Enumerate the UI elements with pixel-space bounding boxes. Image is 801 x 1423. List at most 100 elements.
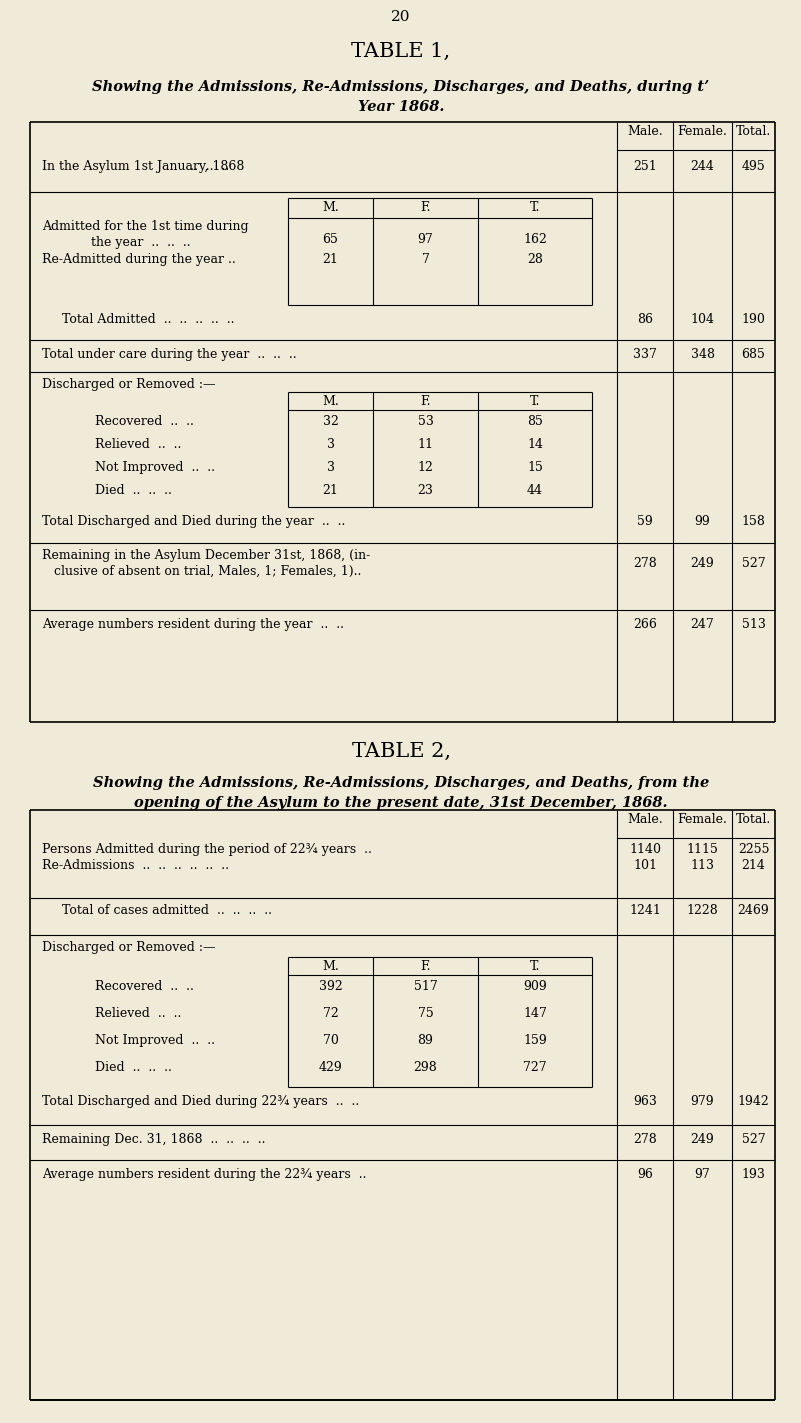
Text: 113: 113 — [690, 859, 714, 872]
Text: 97: 97 — [694, 1168, 710, 1181]
Text: 244: 244 — [690, 159, 714, 174]
Text: Average numbers resident during the 22¾ years  ..: Average numbers resident during the 22¾ … — [42, 1168, 367, 1181]
Text: opening of the Asylum to the present date, 31st December, 1868.: opening of the Asylum to the present dat… — [135, 795, 668, 810]
Text: Total of cases admitted  ..  ..  ..  ..: Total of cases admitted .. .. .. .. — [42, 904, 272, 916]
Text: Remaining Dec. 31, 1868  ..  ..  ..  ..: Remaining Dec. 31, 1868 .. .. .. .. — [42, 1133, 265, 1146]
Text: 3: 3 — [327, 461, 335, 474]
Text: 147: 147 — [523, 1007, 547, 1020]
Text: Died  ..  ..  ..: Died .. .. .. — [95, 1062, 172, 1074]
Text: Year 1868.: Year 1868. — [358, 100, 445, 114]
Text: Not Improved  ..  ..: Not Improved .. .. — [95, 461, 215, 474]
Text: 7: 7 — [421, 253, 429, 266]
Text: F.: F. — [421, 396, 431, 408]
Text: 14: 14 — [527, 438, 543, 451]
Text: Relieved  ..  ..: Relieved .. .. — [95, 1007, 181, 1020]
Text: 348: 348 — [690, 349, 714, 361]
Text: Female.: Female. — [678, 813, 727, 825]
Text: 266: 266 — [633, 618, 657, 630]
Text: 15: 15 — [527, 461, 543, 474]
Text: Total Discharged and Died during the year  ..  ..: Total Discharged and Died during the yea… — [42, 515, 345, 528]
Text: Total Admitted  ..  ..  ..  ..  ..: Total Admitted .. .. .. .. .. — [42, 313, 235, 326]
Text: Died  ..  ..  ..: Died .. .. .. — [95, 484, 172, 497]
Text: Female.: Female. — [678, 125, 727, 138]
Text: 247: 247 — [690, 618, 714, 630]
Text: 89: 89 — [417, 1035, 433, 1047]
Text: ..  ..  ..: .. .. .. — [182, 159, 229, 174]
Text: 517: 517 — [413, 980, 437, 993]
Text: 193: 193 — [742, 1168, 766, 1181]
Text: 1228: 1228 — [686, 904, 718, 916]
Text: 162: 162 — [523, 233, 547, 246]
Text: Re-Admissions  ..  ..  ..  ..  ..  ..: Re-Admissions .. .. .. .. .. .. — [42, 859, 229, 872]
Text: Recovered  ..  ..: Recovered .. .. — [95, 416, 194, 428]
Text: Persons Admitted during the period of 22¾ years  ..: Persons Admitted during the period of 22… — [42, 842, 372, 857]
Text: the year  ..  ..  ..: the year .. .. .. — [75, 236, 191, 249]
Text: Remaining in the Asylum December 31st, 1868, (in-: Remaining in the Asylum December 31st, 1… — [42, 549, 370, 562]
Text: 158: 158 — [742, 515, 766, 528]
Text: Relieved  ..  ..: Relieved .. .. — [95, 438, 181, 451]
Text: Total Discharged and Died during 22¾ years  ..  ..: Total Discharged and Died during 22¾ yea… — [42, 1096, 360, 1109]
Text: 727: 727 — [523, 1062, 547, 1074]
Text: Showing the Admissions, Re-Admissions, Discharges, and Deaths, from the: Showing the Admissions, Re-Admissions, D… — [93, 776, 709, 790]
Text: Showing the Admissions, Re-Admissions, Discharges, and Deaths, during t’: Showing the Admissions, Re-Admissions, D… — [92, 80, 710, 94]
Text: 2469: 2469 — [738, 904, 770, 916]
Text: 190: 190 — [742, 313, 766, 326]
Text: 495: 495 — [742, 159, 766, 174]
Text: F.: F. — [421, 961, 431, 973]
Text: Male.: Male. — [627, 125, 662, 138]
Text: 159: 159 — [523, 1035, 547, 1047]
Text: 65: 65 — [323, 233, 339, 246]
Text: 278: 278 — [633, 1133, 657, 1146]
Text: T.: T. — [529, 961, 540, 973]
Text: TABLE 2,: TABLE 2, — [352, 741, 450, 761]
Text: Total.: Total. — [736, 125, 771, 138]
Text: 28: 28 — [527, 253, 543, 266]
Text: T.: T. — [529, 201, 540, 213]
Text: 99: 99 — [694, 515, 710, 528]
Text: Total under care during the year  ..  ..  ..: Total under care during the year .. .. .… — [42, 349, 296, 361]
Text: 337: 337 — [633, 349, 657, 361]
Text: 44: 44 — [527, 484, 543, 497]
Text: Discharged or Removed :—: Discharged or Removed :— — [42, 941, 215, 953]
Text: T.: T. — [529, 396, 540, 408]
Text: 392: 392 — [319, 980, 342, 993]
Text: 53: 53 — [417, 416, 433, 428]
Text: 214: 214 — [742, 859, 766, 872]
Text: 298: 298 — [413, 1062, 437, 1074]
Text: 1942: 1942 — [738, 1096, 770, 1109]
Text: 20: 20 — [391, 10, 411, 24]
Text: F.: F. — [421, 201, 431, 213]
Text: M.: M. — [322, 961, 339, 973]
Text: 85: 85 — [527, 416, 543, 428]
Text: 101: 101 — [633, 859, 657, 872]
Text: Average numbers resident during the year  ..  ..: Average numbers resident during the year… — [42, 618, 344, 630]
Text: 2255: 2255 — [738, 842, 769, 857]
Text: 72: 72 — [323, 1007, 338, 1020]
Text: 21: 21 — [323, 253, 339, 266]
Text: 21: 21 — [323, 484, 339, 497]
Text: 1241: 1241 — [629, 904, 661, 916]
Text: 249: 249 — [690, 1133, 714, 1146]
Text: Not Improved  ..  ..: Not Improved .. .. — [95, 1035, 215, 1047]
Text: 11: 11 — [417, 438, 433, 451]
Text: 70: 70 — [323, 1035, 339, 1047]
Text: 249: 249 — [690, 556, 714, 571]
Text: Recovered  ..  ..: Recovered .. .. — [95, 980, 194, 993]
Text: 12: 12 — [417, 461, 433, 474]
Text: 527: 527 — [742, 1133, 765, 1146]
Text: 963: 963 — [633, 1096, 657, 1109]
Text: 59: 59 — [637, 515, 653, 528]
Text: Male.: Male. — [627, 813, 662, 825]
Text: 97: 97 — [417, 233, 433, 246]
Text: 909: 909 — [523, 980, 547, 993]
Text: clusive of absent on trial, Males, 1; Females, 1)..: clusive of absent on trial, Males, 1; Fe… — [42, 565, 361, 578]
Text: 278: 278 — [633, 556, 657, 571]
Text: In the Asylum 1st January, 1868: In the Asylum 1st January, 1868 — [42, 159, 244, 174]
Text: Admitted for the 1st time during: Admitted for the 1st time during — [42, 221, 248, 233]
Text: 251: 251 — [633, 159, 657, 174]
Text: M.: M. — [322, 201, 339, 213]
Text: 104: 104 — [690, 313, 714, 326]
Text: 32: 32 — [323, 416, 339, 428]
Text: Total.: Total. — [736, 813, 771, 825]
Text: M.: M. — [322, 396, 339, 408]
